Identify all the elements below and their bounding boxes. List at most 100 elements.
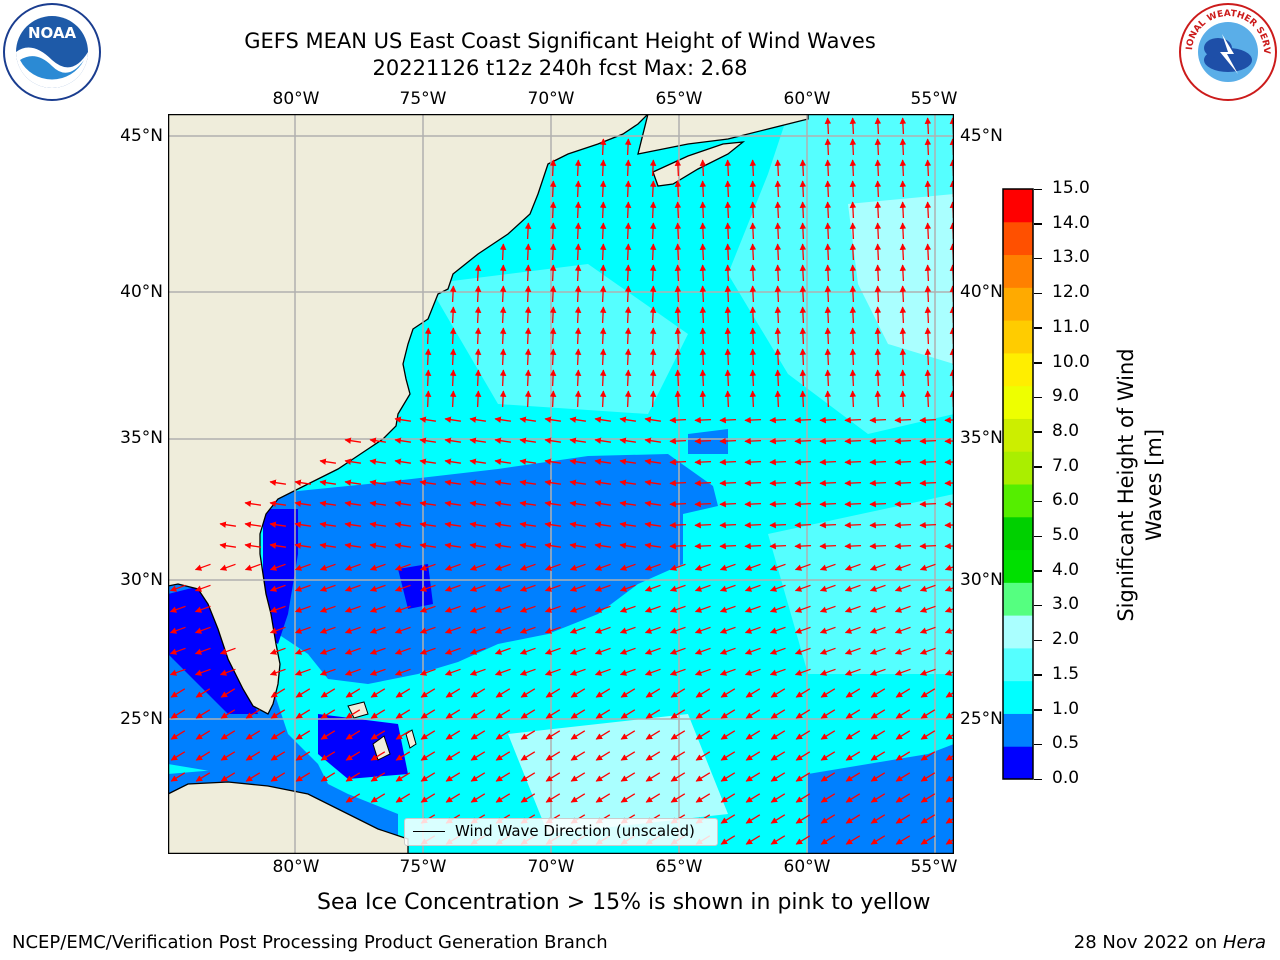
- wave-direction-arrow: [920, 835, 936, 845]
- wave-direction-arrow: [720, 814, 736, 824]
- wave-direction-arrow: [774, 285, 782, 303]
- wave-direction-arrow: [345, 772, 361, 782]
- wave-direction-arrow: [569, 542, 586, 549]
- wave-direction-arrow: [644, 521, 661, 528]
- wave-direction-arrow: [719, 605, 736, 613]
- wave-direction-arrow: [719, 668, 736, 676]
- wave-direction-arrow: [569, 437, 586, 444]
- wave-direction-arrow: [394, 521, 411, 528]
- wave-direction-arrow: [295, 772, 311, 782]
- wave-direction-arrow: [619, 668, 636, 676]
- wave-direction-arrow: [549, 285, 557, 303]
- wave-direction-arrow: [420, 688, 436, 698]
- wave-direction-arrow: [724, 159, 732, 177]
- wave-direction-arrow: [819, 500, 837, 508]
- wave-direction-arrow: [295, 751, 311, 761]
- wave-direction-arrow: [624, 243, 632, 261]
- wave-direction-arrow: [895, 772, 911, 782]
- wave-direction-arrow: [599, 285, 607, 303]
- wave-direction-arrow: [944, 521, 954, 529]
- wave-direction-arrow: [899, 390, 907, 408]
- wave-direction-arrow: [599, 159, 607, 177]
- wave-direction-arrow: [369, 521, 386, 528]
- wave-direction-arrow: [670, 688, 686, 698]
- wave-direction-arrow: [499, 306, 507, 324]
- wave-direction-arrow: [794, 584, 811, 592]
- wave-direction-arrow: [794, 563, 811, 571]
- wave-direction-arrow: [269, 584, 286, 592]
- wave-direction-arrow: [649, 348, 657, 366]
- wave-direction-arrow: [544, 416, 561, 423]
- lon-label-top: 55°W: [910, 89, 958, 109]
- wave-direction-arrow: [494, 668, 511, 676]
- wave-direction-arrow: [699, 180, 707, 198]
- wave-direction-arrow: [395, 772, 411, 782]
- wave-direction-arrow: [319, 668, 336, 676]
- wave-direction-arrow: [419, 521, 436, 528]
- wave-direction-arrow: [749, 306, 757, 324]
- wave-direction-arrow: [474, 327, 482, 345]
- wave-direction-arrow: [744, 605, 761, 613]
- wave-direction-arrow: [820, 730, 836, 740]
- wave-direction-arrow: [270, 688, 286, 698]
- wave-direction-arrow: [745, 814, 761, 824]
- wave-direction-arrow: [849, 117, 857, 135]
- wave-direction-arrow: [699, 159, 707, 177]
- wave-direction-arrow: [719, 500, 737, 508]
- wave-direction-arrow: [420, 772, 436, 782]
- wave-direction-arrow: [549, 348, 557, 366]
- wave-direction-arrow: [924, 348, 932, 366]
- wave-direction-arrow: [620, 730, 636, 740]
- wave-direction-arrow: [844, 584, 861, 592]
- wave-direction-arrow: [824, 369, 832, 387]
- wave-direction-arrow: [624, 138, 632, 156]
- wave-direction-arrow: [820, 688, 836, 698]
- wave-direction-arrow: [469, 584, 486, 592]
- wave-direction-arrow: [944, 542, 954, 550]
- colorbar-tick-mark: [1034, 743, 1042, 746]
- wave-direction-arrow: [799, 243, 807, 261]
- wave-direction-arrow: [774, 264, 782, 282]
- wave-direction-arrow: [695, 793, 711, 803]
- wave-direction-arrow: [544, 479, 561, 486]
- wave-direction-arrow: [699, 306, 707, 324]
- wave-direction-arrow: [645, 751, 661, 761]
- wave-direction-arrow: [545, 793, 561, 803]
- wave-direction-arrow: [919, 416, 937, 424]
- wave-direction-arrow: [499, 369, 507, 387]
- wave-direction-arrow: [919, 605, 936, 613]
- wave-direction-arrow: [470, 772, 486, 782]
- wave-direction-arrow: [344, 584, 361, 592]
- wave-direction-arrow: [394, 563, 411, 571]
- wave-direction-arrow: [545, 688, 561, 698]
- wave-direction-arrow: [745, 835, 761, 845]
- wave-direction-arrow: [819, 626, 836, 634]
- wave-direction-arrow: [474, 306, 482, 324]
- wave-direction-arrow: [344, 500, 361, 507]
- wave-direction-arrow: [419, 479, 436, 486]
- wave-direction-arrow: [794, 521, 812, 529]
- colorbar-tick-label: 12.0: [1052, 282, 1090, 303]
- wave-direction-arrow: [599, 348, 607, 366]
- wave-direction-arrow: [770, 688, 786, 698]
- wave-direction-arrow: [569, 416, 586, 423]
- wave-direction-arrow: [345, 709, 361, 719]
- wave-direction-arrow: [874, 138, 882, 156]
- map-frame: [168, 114, 954, 854]
- wave-direction-arrow: [344, 647, 361, 655]
- wave-direction-arrow: [569, 563, 586, 571]
- wave-direction-arrow: [574, 201, 582, 219]
- wave-direction-arrow: [320, 772, 336, 782]
- lat-label-left: 30°N: [120, 570, 163, 590]
- wave-direction-arrow: [849, 243, 857, 261]
- wave-direction-arrow: [419, 563, 436, 571]
- wave-direction-arrow: [419, 584, 436, 592]
- wave-direction-arrow: [920, 730, 936, 740]
- colorbar-tick-mark: [1034, 466, 1042, 468]
- nws-logo-icon: NATIONAL WEATHER SERVICE: [1174, 0, 1278, 106]
- wave-direction-arrow: [170, 772, 186, 782]
- wave-direction-arrow: [594, 479, 611, 486]
- wave-direction-arrow: [394, 416, 411, 423]
- wave-direction-arrow: [895, 709, 911, 719]
- wave-direction-arrow: [645, 730, 661, 740]
